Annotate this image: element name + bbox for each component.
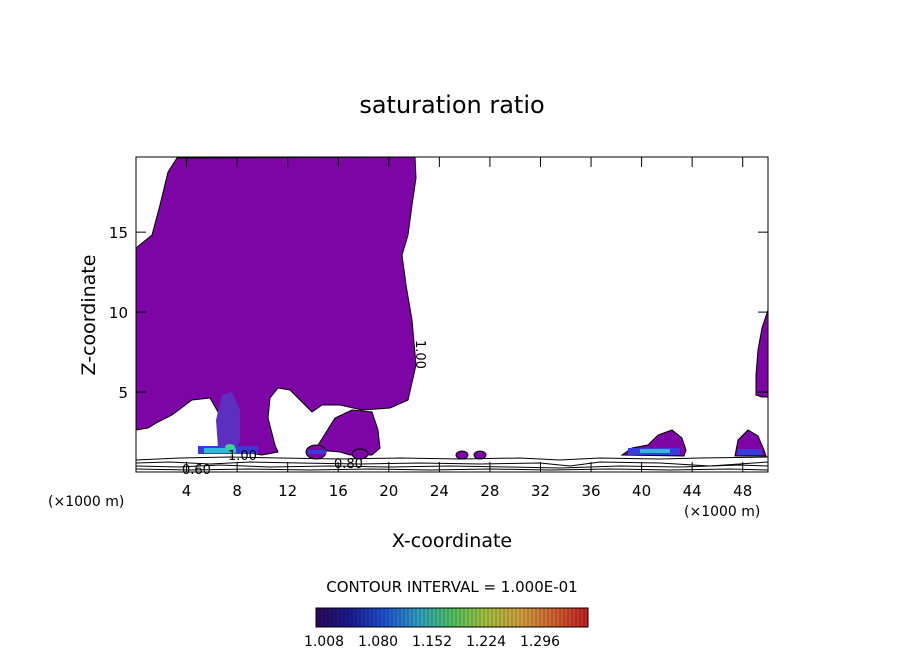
saturated-region-right [755, 309, 768, 398]
contour-interval-text: CONTOUR INTERVAL = 1.000E-01 [326, 578, 577, 596]
x-tick-label: 16 [329, 482, 348, 500]
y-tick-label: 10 [109, 304, 128, 322]
y-axis-label: Z-coordinate [78, 255, 100, 376]
supersat-band-14k [308, 450, 326, 454]
x-tick-label: 24 [430, 482, 449, 500]
x-tick-label: 48 [733, 482, 752, 500]
plot-frame [135, 156, 769, 473]
colorbar-tick-label: 1.152 [412, 634, 452, 650]
surface-contours [136, 456, 768, 471]
supersat-core-8k [216, 392, 240, 452]
x-axis-ticks: 4 8 12 16 20 24 28 32 36 40 44 48 [182, 157, 752, 500]
x-tick-label: 40 [632, 482, 651, 500]
cloud-cell-27k [473, 450, 487, 460]
x-axis-label: X-coordinate [392, 530, 512, 552]
colorbar-labels: 1.008 1.080 1.152 1.224 1.296 [304, 634, 560, 650]
contour-label-2: 0.80 [334, 457, 363, 472]
saturation-field [136, 157, 768, 471]
colorbar-tick-label: 1.008 [304, 634, 344, 650]
y-tick-label: 5 [118, 384, 128, 402]
colorbar-stripes [319, 608, 585, 627]
x-tick-label: 44 [683, 482, 702, 500]
colorbar-tick-label: 1.080 [358, 634, 398, 650]
contour-label-3: 0.60 [182, 463, 211, 478]
x-tick-label: 20 [379, 482, 398, 500]
x-unit-left: (×1000 m) [48, 494, 124, 510]
x-tick-label: 32 [531, 482, 550, 500]
x-tick-label: 8 [232, 482, 242, 500]
x-tick-label: 36 [581, 482, 600, 500]
y-axis-ticks: 5 10 15 [109, 224, 768, 402]
colorbar-tick-label: 1.224 [466, 634, 506, 650]
saturated-region-lower [314, 409, 381, 456]
supersat-band-48k [738, 449, 762, 455]
x-unit-right: (×1000 m) [684, 504, 760, 520]
colorbar-tick-label: 1.296 [520, 634, 560, 650]
colorbar [315, 607, 589, 628]
x-tick-label: 4 [182, 482, 192, 500]
x-tick-label: 28 [480, 482, 499, 500]
contour-label-4: 1.00 [412, 340, 427, 369]
saturated-region-main [136, 157, 417, 456]
x-tick-label: 12 [278, 482, 297, 500]
supersat-peak-8k [225, 444, 235, 450]
chart-title: saturation ratio [359, 91, 544, 119]
contour-label-1: 1.00 [228, 449, 257, 464]
cloud-cell-25k [455, 450, 469, 460]
supersat-band-40k-inner [640, 449, 670, 453]
y-tick-label: 15 [109, 224, 128, 242]
supersat-band-8k-inner [204, 448, 236, 453]
